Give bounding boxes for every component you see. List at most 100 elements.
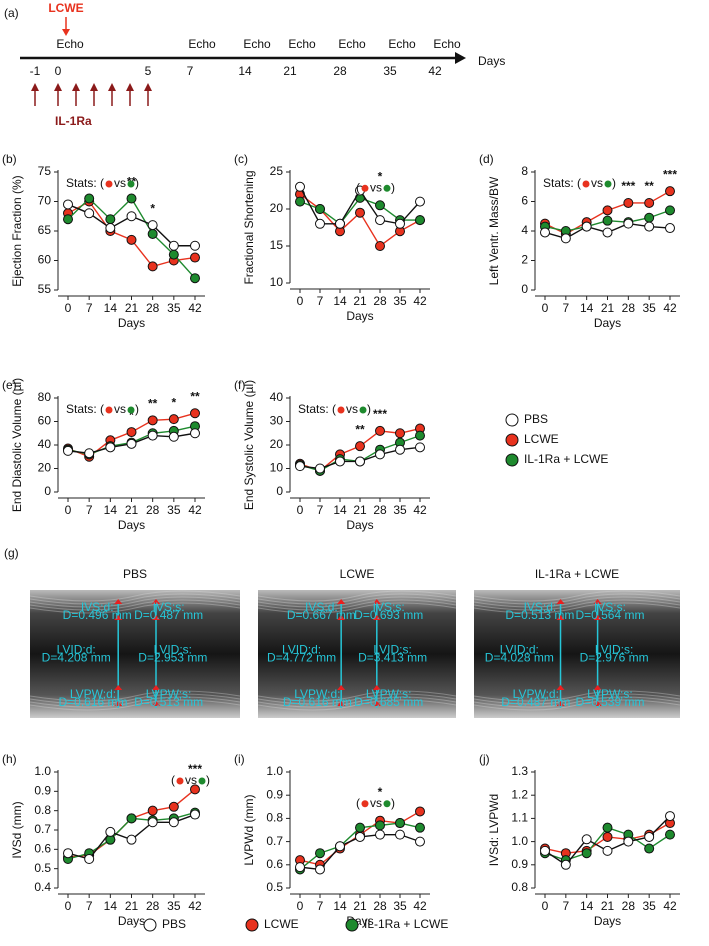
measure-marker xyxy=(337,685,346,690)
legend-marker xyxy=(505,453,519,467)
data-point xyxy=(126,427,137,438)
data-point xyxy=(355,822,365,833)
x-axis-title: Days xyxy=(118,518,145,532)
panel-label: (j) xyxy=(479,752,490,766)
treatment-arrowhead xyxy=(108,83,116,91)
x-tick-label: 7 xyxy=(562,301,569,315)
y-tick-label: 2 xyxy=(521,253,528,267)
stats-text: vs xyxy=(591,176,603,190)
measure-value: D=0.513 mm xyxy=(505,608,574,622)
x-tick-label: 28 xyxy=(373,503,387,517)
x-tick-label: 7 xyxy=(317,899,324,913)
stats-text: vs xyxy=(370,796,382,810)
measure-marker xyxy=(593,615,602,620)
data-point xyxy=(375,425,385,436)
x-axis-title: Days xyxy=(346,309,373,323)
measure-marker xyxy=(372,599,381,604)
measure-name: LVID;d: xyxy=(282,642,321,656)
stats-dot xyxy=(176,777,184,785)
data-point xyxy=(581,848,592,859)
measure-value: D=0.487 mm xyxy=(501,695,570,709)
echo-image xyxy=(30,590,240,718)
measure-name: LVPW;d: xyxy=(513,687,559,701)
x-tick-label: 28 xyxy=(146,899,160,913)
echo-texture xyxy=(29,690,241,702)
x-tick-label: 14 xyxy=(104,301,118,315)
echo-label: Echo xyxy=(388,37,416,51)
data-point xyxy=(190,240,200,251)
data-point xyxy=(190,252,200,263)
x-tick-label: 28 xyxy=(622,301,636,315)
x-tick-label: 35 xyxy=(642,899,656,913)
stats-dot xyxy=(383,800,391,808)
data-point xyxy=(395,444,405,455)
y-tick-label: 0.9 xyxy=(511,857,528,871)
measure-value: D=0.487 mm xyxy=(134,608,203,622)
echo-texture xyxy=(257,590,457,602)
measure-marker xyxy=(152,615,160,620)
x-tick-label: 0 xyxy=(297,503,304,517)
data-point xyxy=(415,215,425,226)
stats-text: ( xyxy=(356,796,360,810)
measure-marker xyxy=(372,701,381,706)
data-point xyxy=(63,445,73,456)
timeline-tick-label: 5 xyxy=(145,64,152,78)
data-point xyxy=(415,836,425,847)
measure-name: IVS;s: xyxy=(373,600,405,614)
x-tick-label: 42 xyxy=(663,301,677,315)
measure-marker xyxy=(337,599,346,604)
data-point xyxy=(295,862,305,873)
stats-dot xyxy=(361,184,369,192)
stats-text: ) xyxy=(612,176,616,190)
measure-marker xyxy=(556,685,565,690)
echo-texture xyxy=(473,602,681,614)
significance: ** xyxy=(148,396,158,410)
measure-marker xyxy=(114,685,123,690)
data-point xyxy=(315,204,325,214)
y-tick-label: 80 xyxy=(38,390,52,404)
echo-texture xyxy=(257,596,457,608)
significance: * xyxy=(378,785,383,799)
data-point xyxy=(602,822,613,833)
significance: * xyxy=(129,408,134,422)
measure-marker xyxy=(593,685,602,690)
measure-marker xyxy=(337,615,346,620)
data-point xyxy=(623,836,634,847)
measure-value: D=2.953 mm xyxy=(138,650,207,664)
x-tick-label: 0 xyxy=(297,294,304,308)
measure-name: LVPW;s: xyxy=(146,687,192,701)
data-point xyxy=(540,227,550,238)
y-tick-label: 1.0 xyxy=(266,764,283,778)
data-point xyxy=(295,196,305,207)
y-tick-label: 0.4 xyxy=(34,880,51,894)
x-tick-label: 7 xyxy=(317,294,324,308)
stats-dot xyxy=(105,180,113,188)
panel-label: (g) xyxy=(4,546,19,560)
echo-image xyxy=(258,590,456,718)
y-tick-label: 70 xyxy=(38,194,52,208)
x-tick-label: 7 xyxy=(86,503,93,517)
echo-texture xyxy=(473,599,681,611)
data-point xyxy=(395,428,405,439)
data-point xyxy=(375,449,385,460)
data-point xyxy=(168,249,179,260)
data-point xyxy=(190,408,200,419)
data-point xyxy=(315,864,325,875)
timeline-tick-label: 0 xyxy=(55,64,62,78)
x-tick-label: 0 xyxy=(65,503,72,517)
stats-text: vs xyxy=(114,402,126,416)
timeline-tick-label: 21 xyxy=(283,64,297,78)
data-point xyxy=(395,818,405,829)
timeline-tick-label: 28 xyxy=(333,64,347,78)
data-point xyxy=(147,430,158,441)
x-tick-label: 21 xyxy=(601,301,615,315)
x-tick-label: 42 xyxy=(413,503,427,517)
y-tick-label: 10 xyxy=(270,461,284,475)
stats-dot xyxy=(604,180,612,188)
significance: ** xyxy=(190,389,200,403)
intervention-label: LCWE xyxy=(48,1,83,15)
measure-marker xyxy=(556,615,565,620)
legend-marker xyxy=(143,918,157,932)
data-point xyxy=(375,241,385,251)
legend-label: PBS xyxy=(162,917,186,931)
